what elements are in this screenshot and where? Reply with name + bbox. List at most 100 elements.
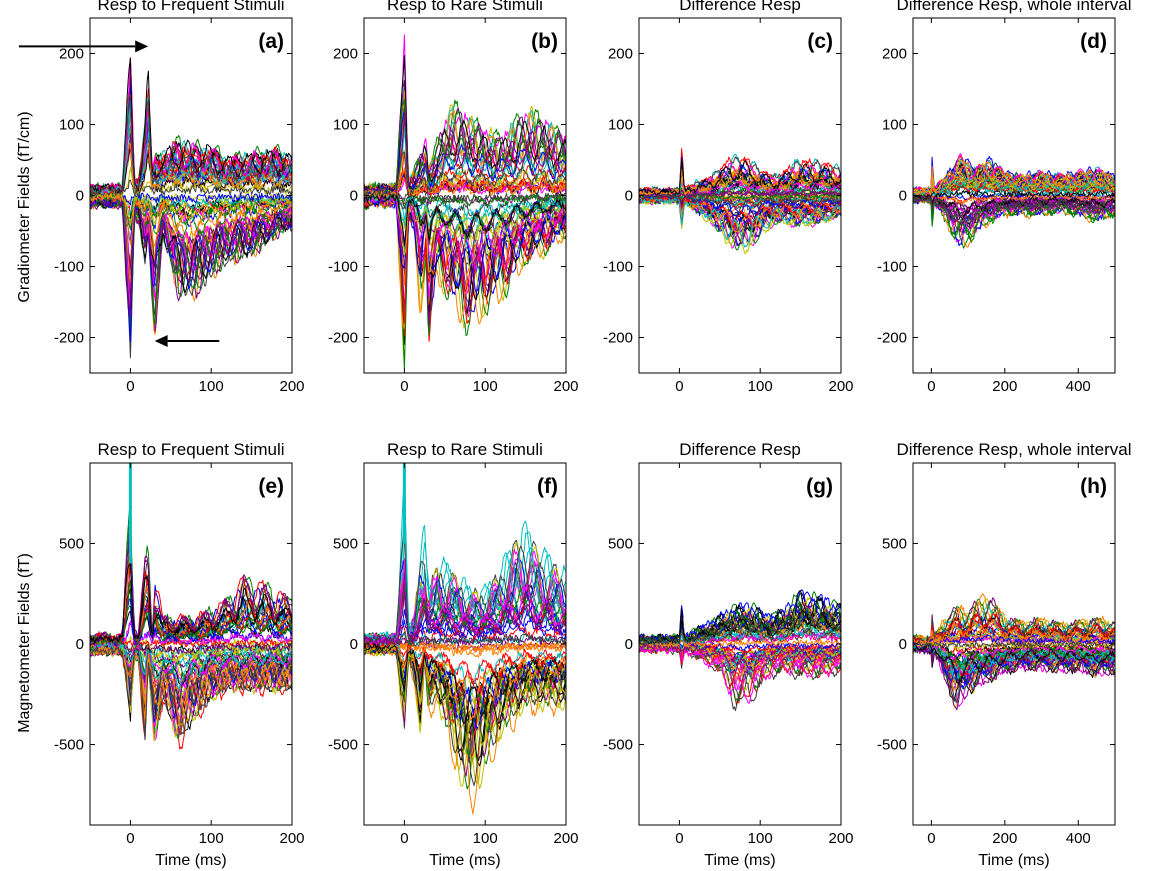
panel-title: Difference Resp, whole interval (897, 0, 1132, 14)
y-tick-label: 100 (333, 117, 358, 134)
panel-e: 0 100 200 500 0 -500 Resp to Frequent Stimuli (… (54, 440, 305, 869)
x-tick-label: 200 (553, 378, 578, 395)
y-tick-label: -100 (328, 259, 358, 276)
data-trace (364, 196, 566, 293)
panel-title: Resp to Rare Stimuli (387, 440, 543, 459)
panel-d: 0 200 400 200 100 0 -100 -200 Difference Resp, w… (877, 0, 1132, 395)
y-tick-label: 500 (608, 535, 633, 552)
data-trace (913, 195, 1115, 228)
panel-c: 0 100 200 200 100 0 -100 -200 Difference Resp (c) (603, 0, 854, 395)
data-trace (639, 192, 841, 200)
data-trace (90, 644, 292, 726)
data-trace (639, 193, 841, 209)
data-trace (913, 643, 1115, 685)
y-tick-label: 100 (882, 117, 907, 134)
x-tick-label: 100 (473, 378, 498, 395)
x-tick-label: 200 (279, 378, 304, 395)
panel-f: 0 100 200 500 0 -500 Resp to Rare Stimuli (f) Ti… (328, 440, 579, 869)
data-trace (364, 112, 566, 196)
data-trace (913, 173, 1115, 196)
shared-ylabel-top: Gradiometer Fields (fT/cm) (16, 111, 33, 302)
data-trace (913, 161, 1115, 195)
trace-group (639, 148, 841, 255)
data-trace (913, 173, 1115, 196)
data-trace (364, 592, 566, 646)
shared-ylabel-bottom: Magnetometer Fields (fT) (16, 553, 33, 733)
data-trace (90, 179, 292, 198)
y-tick-label: -100 (603, 259, 633, 276)
data-trace (913, 621, 1115, 645)
x-tick-label: 0 (400, 830, 408, 847)
panel-b: 0 100 200 200 100 0 -100 -200 Resp to Rare Stimu… (328, 0, 579, 395)
data-trace (364, 634, 566, 648)
panel-title: Resp to Rare Stimuli (387, 0, 543, 14)
data-trace (913, 600, 1115, 644)
y-tick-label: 500 (333, 535, 358, 552)
y-tick-label: -500 (877, 737, 907, 754)
y-tick-label: 200 (608, 46, 633, 63)
x-tick-label: 0 (927, 378, 935, 395)
data-trace (639, 644, 841, 704)
x-axis-label: Time (ms) (429, 852, 500, 869)
x-tick-label: 200 (992, 830, 1017, 847)
data-trace (913, 193, 1115, 205)
arrow-head (154, 335, 168, 348)
y-tick-label: -500 (603, 737, 633, 754)
data-trace (913, 156, 1115, 193)
panel-letter: (h) (1080, 475, 1107, 498)
x-axis-label: Time (ms) (704, 852, 775, 869)
trace-group (913, 153, 1115, 249)
data-trace (364, 167, 566, 199)
x-tick-label: 200 (553, 830, 578, 847)
data-trace (364, 642, 566, 721)
data-trace (364, 151, 566, 198)
panel-g: 0 100 200 500 0 -500 Difference Resp (g) Time (m… (603, 440, 854, 869)
data-trace (639, 597, 841, 644)
panel-a: 0 100 200 200 100 0 -100 -200 Resp to Frequent S… (18, 0, 305, 395)
data-trace (90, 193, 292, 227)
data-trace (90, 645, 292, 741)
x-axis-label: Time (ms) (155, 852, 226, 869)
panel-title: Difference Resp (679, 0, 801, 14)
data-trace (364, 193, 566, 246)
data-trace (364, 644, 566, 755)
x-tick-label: 200 (279, 830, 304, 847)
data-trace (913, 194, 1115, 220)
x-tick-label: 100 (748, 830, 773, 847)
data-trace (364, 558, 566, 646)
data-trace (639, 643, 841, 683)
data-trace (364, 195, 566, 273)
x-tick-label: 0 (126, 378, 134, 395)
data-trace (90, 191, 292, 206)
x-axis-label: Time (ms) (978, 852, 1049, 869)
panel-letter: (b) (531, 30, 558, 53)
trace-group (90, 463, 292, 750)
data-trace (90, 192, 292, 219)
x-tick-label: 0 (400, 378, 408, 395)
panel-title: Difference Resp, whole interval (897, 440, 1132, 459)
y-tick-label: 500 (59, 535, 84, 552)
y-tick-label: 0 (625, 188, 633, 205)
data-trace (90, 100, 292, 195)
data-trace (90, 194, 292, 247)
y-tick-label: 200 (882, 46, 907, 63)
panel-letter: (e) (258, 475, 284, 498)
trace-group (913, 593, 1115, 711)
x-tick-label: 100 (473, 830, 498, 847)
x-tick-label: 200 (828, 378, 853, 395)
panel-title: Resp to Frequent Stimuli (97, 0, 284, 14)
trace-group (90, 57, 292, 359)
x-tick-label: 100 (199, 378, 224, 395)
y-tick-label: 0 (76, 636, 84, 653)
y-tick-label: 0 (625, 636, 633, 653)
data-trace (364, 643, 566, 725)
data-trace (913, 598, 1115, 642)
data-trace (639, 643, 841, 674)
panel-h: 0 200 400 500 0 -500 Difference Resp, whole in… (877, 440, 1132, 869)
panel-title: Difference Resp (679, 440, 801, 459)
y-tick-label: -100 (877, 259, 907, 276)
data-trace (913, 623, 1115, 646)
data-trace (639, 644, 841, 712)
y-tick-label: -200 (603, 330, 633, 347)
